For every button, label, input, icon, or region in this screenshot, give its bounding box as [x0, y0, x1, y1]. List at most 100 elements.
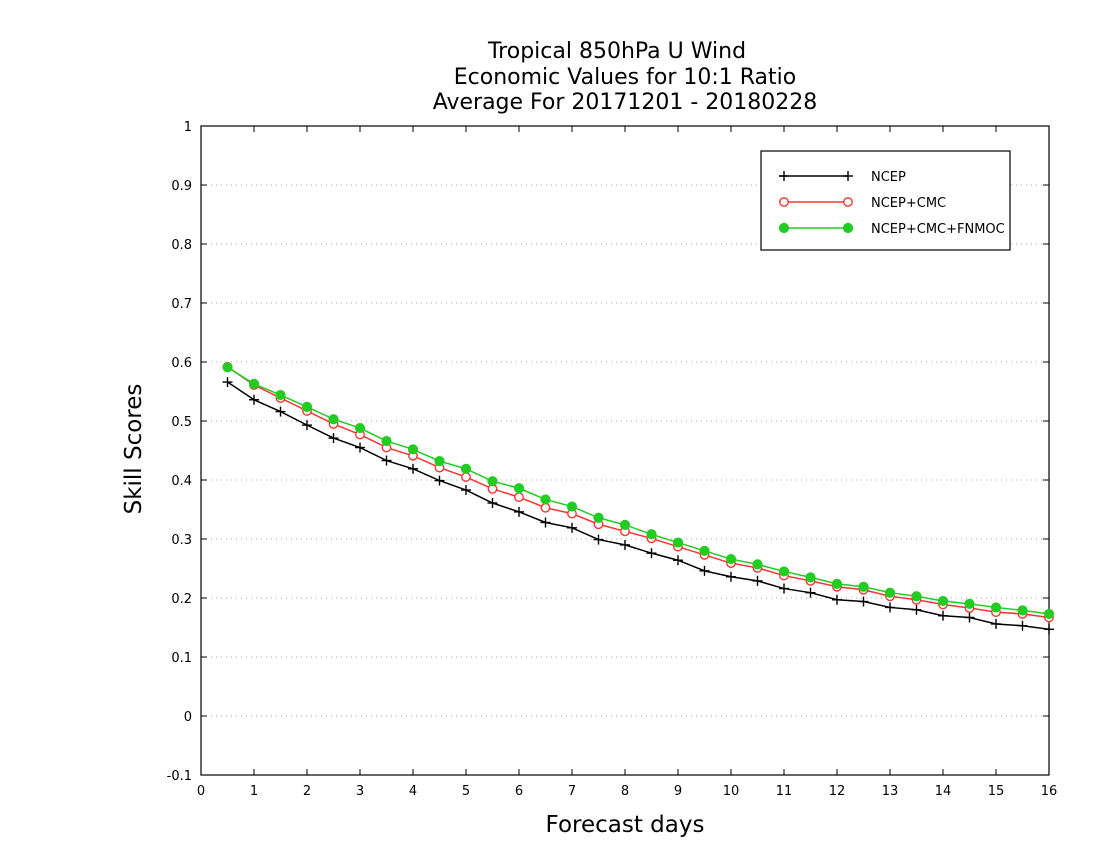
x-axis-title: Forecast days — [546, 812, 705, 838]
title-line-3: Average For 20171201 - 20180228 — [433, 90, 818, 115]
chart-title: Tropical 850hPa U Wind Economic Values f… — [433, 39, 818, 115]
data-point — [567, 522, 577, 533]
data-point — [885, 602, 895, 613]
data-point — [222, 377, 233, 388]
legend-box — [760, 150, 1011, 251]
data-point — [275, 389, 286, 401]
data-point — [1043, 608, 1055, 620]
data-point — [620, 539, 630, 550]
data-point — [514, 506, 524, 517]
data-point — [540, 517, 551, 528]
data-point — [964, 612, 975, 623]
legend-label: NCEP+CMC — [871, 196, 946, 211]
data-point — [726, 571, 736, 582]
data-point — [778, 566, 790, 577]
x-tick-label: 12 — [829, 784, 846, 799]
data-point — [699, 545, 710, 556]
x-tick-label: 3 — [356, 784, 364, 799]
x-tick-label: 5 — [462, 784, 470, 799]
legend: NCEP NCEP+CMC NCEP+CMC+FNMOC — [760, 150, 1011, 251]
data-point — [858, 596, 869, 607]
data-point — [355, 442, 365, 453]
data-point — [381, 435, 392, 447]
data-point — [434, 475, 445, 486]
data-point — [725, 553, 737, 565]
legend-items: NCEP NCEP+CMC NCEP+CMC+FNMOC — [778, 170, 1005, 237]
data-point — [540, 502, 551, 513]
x-tick-label: 0 — [197, 784, 205, 799]
series-layer — [222, 361, 1055, 635]
y-tick-label: 0.1 — [171, 651, 192, 666]
data-point — [249, 394, 259, 405]
data-point — [513, 483, 525, 494]
title-line-2: Economic Values for 10:1 Ratio — [454, 65, 796, 90]
data-point — [354, 422, 366, 434]
data-point — [1044, 624, 1054, 635]
data-point — [938, 610, 948, 621]
data-point — [381, 455, 392, 466]
y-tick-label: -0.1 — [167, 769, 192, 784]
y-tick-label: 0.9 — [171, 179, 192, 194]
legend-marker — [842, 222, 854, 234]
data-point — [646, 548, 657, 559]
legend-marker — [843, 197, 853, 207]
x-axis: 0 1 2 3 4 5 6 7 8 9 10 11 12 13 14 15 16 — [197, 126, 1057, 799]
legend-marker — [843, 171, 853, 181]
data-point — [1017, 620, 1028, 631]
x-tick-label: 6 — [515, 784, 523, 799]
data-point — [487, 476, 498, 487]
y-tick-label: 0.6 — [171, 356, 192, 371]
data-point — [805, 572, 816, 583]
x-tick-label: 1 — [250, 784, 258, 799]
legend-marker — [779, 171, 789, 181]
y-tick-label: 0.2 — [171, 592, 192, 607]
data-point — [779, 583, 789, 594]
series-ncep — [222, 377, 1054, 635]
data-point — [407, 444, 419, 455]
legend-item-ncep: NCEP — [779, 170, 906, 185]
y-tick-label: 0.7 — [171, 297, 192, 312]
data-point — [222, 362, 233, 373]
data-point — [275, 406, 286, 417]
data-point — [673, 555, 683, 566]
legend-marker — [778, 222, 790, 234]
data-point — [461, 485, 471, 496]
data-point — [964, 598, 975, 610]
data-point — [461, 472, 471, 482]
data-point — [884, 587, 896, 598]
data-point — [990, 602, 1002, 613]
data-point — [858, 581, 869, 592]
y-axis: -0.1 0 0.1 0.2 0.3 0.4 0.5 0.6 0.7 0.8 0.9 1 — [167, 120, 1049, 784]
legend-label: NCEP — [871, 170, 906, 185]
data-point — [302, 420, 312, 431]
y-tick-label: 0.3 — [171, 533, 192, 548]
y-tick-label: 0.5 — [171, 415, 192, 430]
data-point — [593, 534, 604, 545]
data-point — [672, 537, 684, 548]
x-tick-label: 2 — [303, 784, 311, 799]
y-tick-label: 0.4 — [171, 474, 192, 489]
data-point — [328, 414, 339, 425]
data-point — [460, 463, 472, 474]
data-point — [540, 494, 551, 505]
data-point — [991, 618, 1001, 629]
legend-item-ncep-cmc: NCEP+CMC — [779, 196, 946, 211]
data-point — [699, 565, 710, 576]
legend-label: NCEP+CMC+FNMOC — [871, 222, 1005, 237]
data-point — [487, 498, 498, 509]
y-axis-title: Skill Scores — [121, 384, 147, 515]
x-tick-label: 14 — [935, 784, 952, 799]
data-point — [911, 604, 922, 615]
x-tick-label: 13 — [882, 784, 899, 799]
y-tick-label: 0.8 — [171, 238, 192, 253]
x-tick-label: 9 — [674, 784, 682, 799]
data-point — [408, 463, 418, 474]
data-point — [831, 578, 843, 589]
x-tick-label: 4 — [409, 784, 417, 799]
x-tick-label: 15 — [988, 784, 1005, 799]
title-line-1: Tropical 850hPa U Wind — [487, 39, 746, 64]
data-point — [328, 433, 339, 444]
data-point — [1017, 605, 1028, 616]
data-point — [752, 559, 763, 570]
